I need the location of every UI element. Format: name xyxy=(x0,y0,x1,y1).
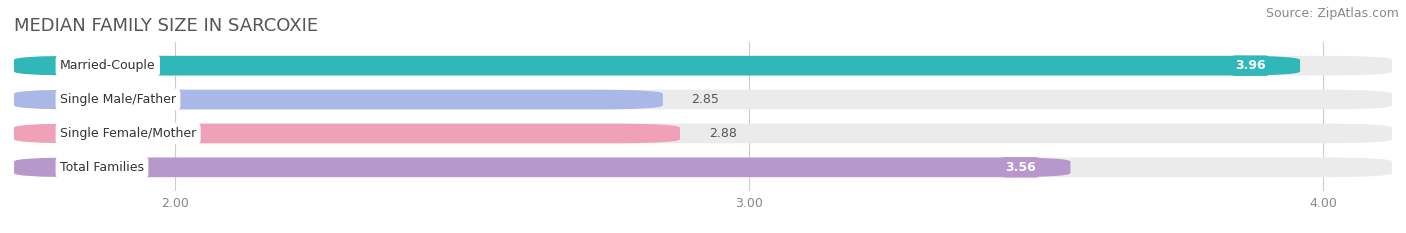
Text: MEDIAN FAMILY SIZE IN SARCOXIE: MEDIAN FAMILY SIZE IN SARCOXIE xyxy=(14,17,318,35)
Text: 3.96: 3.96 xyxy=(1234,59,1265,72)
Text: Married-Couple: Married-Couple xyxy=(60,59,156,72)
Text: Total Families: Total Families xyxy=(60,161,143,174)
Text: 2.85: 2.85 xyxy=(692,93,720,106)
FancyBboxPatch shape xyxy=(14,124,1392,143)
Text: Single Female/Mother: Single Female/Mother xyxy=(60,127,197,140)
Text: 3.56: 3.56 xyxy=(1005,161,1036,174)
Text: Single Male/Father: Single Male/Father xyxy=(60,93,176,106)
FancyBboxPatch shape xyxy=(14,56,1301,75)
FancyBboxPatch shape xyxy=(14,124,681,143)
FancyBboxPatch shape xyxy=(14,158,1070,177)
Text: 2.88: 2.88 xyxy=(709,127,737,140)
Text: Source: ZipAtlas.com: Source: ZipAtlas.com xyxy=(1265,7,1399,20)
FancyBboxPatch shape xyxy=(14,56,1392,75)
FancyBboxPatch shape xyxy=(14,158,1392,177)
FancyBboxPatch shape xyxy=(14,90,1392,109)
FancyBboxPatch shape xyxy=(14,90,662,109)
